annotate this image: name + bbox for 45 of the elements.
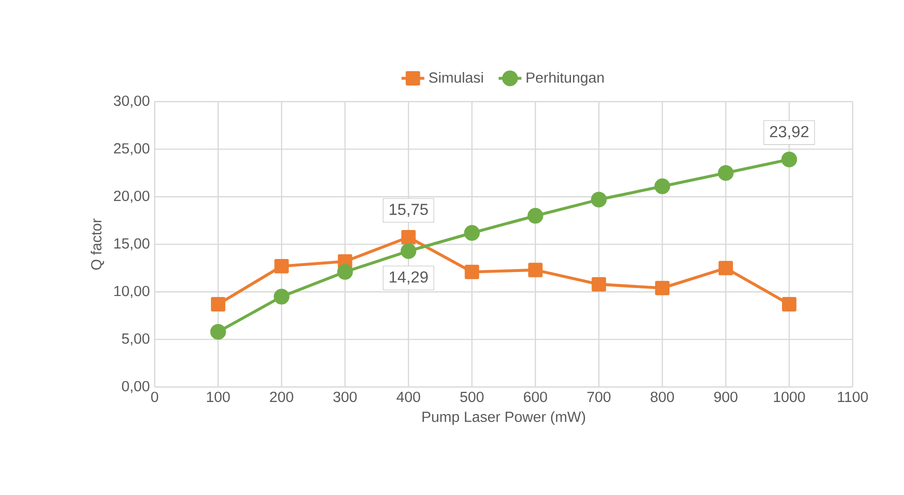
y-tick-label: 0,00 xyxy=(122,380,150,394)
x-tick-label: 600 xyxy=(524,392,548,402)
data-label: 15,75 xyxy=(390,204,428,217)
point xyxy=(592,277,606,292)
point xyxy=(718,165,734,181)
legend-label: Perhitungan xyxy=(526,72,604,86)
y-tick-label: 10,00 xyxy=(114,286,150,298)
x-tick-label: 400 xyxy=(396,392,420,402)
data-label: 23,92 xyxy=(770,126,808,140)
x-tick-label: 1000 xyxy=(774,392,805,402)
point xyxy=(528,262,543,278)
point xyxy=(781,152,798,168)
x-tick-label: 500 xyxy=(460,392,484,402)
x-tick-label: 300 xyxy=(333,392,357,402)
point xyxy=(590,192,607,208)
x-tick-label: 200 xyxy=(270,392,294,402)
x-tick-label: 0 xyxy=(151,392,158,402)
point xyxy=(210,297,226,312)
point xyxy=(718,260,733,276)
point xyxy=(210,324,226,340)
y-tick-label: 5,00 xyxy=(122,333,150,346)
y-tick-label: 15,00 xyxy=(114,238,150,250)
point xyxy=(654,178,670,194)
y-tick-label: 30,00 xyxy=(114,96,150,108)
x-axis-title: Pump Laser Power (mW) xyxy=(422,411,586,425)
y-tick-label: 25,00 xyxy=(114,143,150,156)
point xyxy=(401,230,416,244)
x-tick-label: 900 xyxy=(714,392,738,402)
point xyxy=(400,243,416,259)
x-tick-label: 100 xyxy=(207,392,230,402)
point xyxy=(464,225,480,241)
data-label: 14,29 xyxy=(390,271,428,285)
point xyxy=(274,258,289,274)
legend-label: Simulasi xyxy=(429,72,483,83)
y-axis-title: Q factor xyxy=(90,218,104,270)
x-tick-label: 700 xyxy=(587,392,610,402)
y-tick-label: 20,00 xyxy=(114,190,150,203)
x-tick-label: 1100 xyxy=(838,392,868,402)
point xyxy=(274,288,290,304)
point xyxy=(528,208,544,224)
point xyxy=(464,264,480,280)
point xyxy=(782,297,796,312)
point xyxy=(337,264,353,280)
x-tick-label: 800 xyxy=(650,392,674,402)
point xyxy=(655,280,670,296)
